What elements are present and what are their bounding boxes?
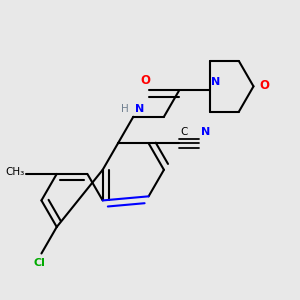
Text: Cl: Cl — [34, 258, 46, 268]
Text: N: N — [211, 77, 220, 87]
Text: O: O — [140, 74, 150, 87]
Text: N: N — [201, 127, 210, 137]
Text: C: C — [180, 127, 187, 137]
Text: H: H — [122, 104, 129, 114]
Text: O: O — [259, 79, 269, 92]
Text: N: N — [135, 104, 144, 114]
Text: CH₃: CH₃ — [5, 167, 24, 177]
